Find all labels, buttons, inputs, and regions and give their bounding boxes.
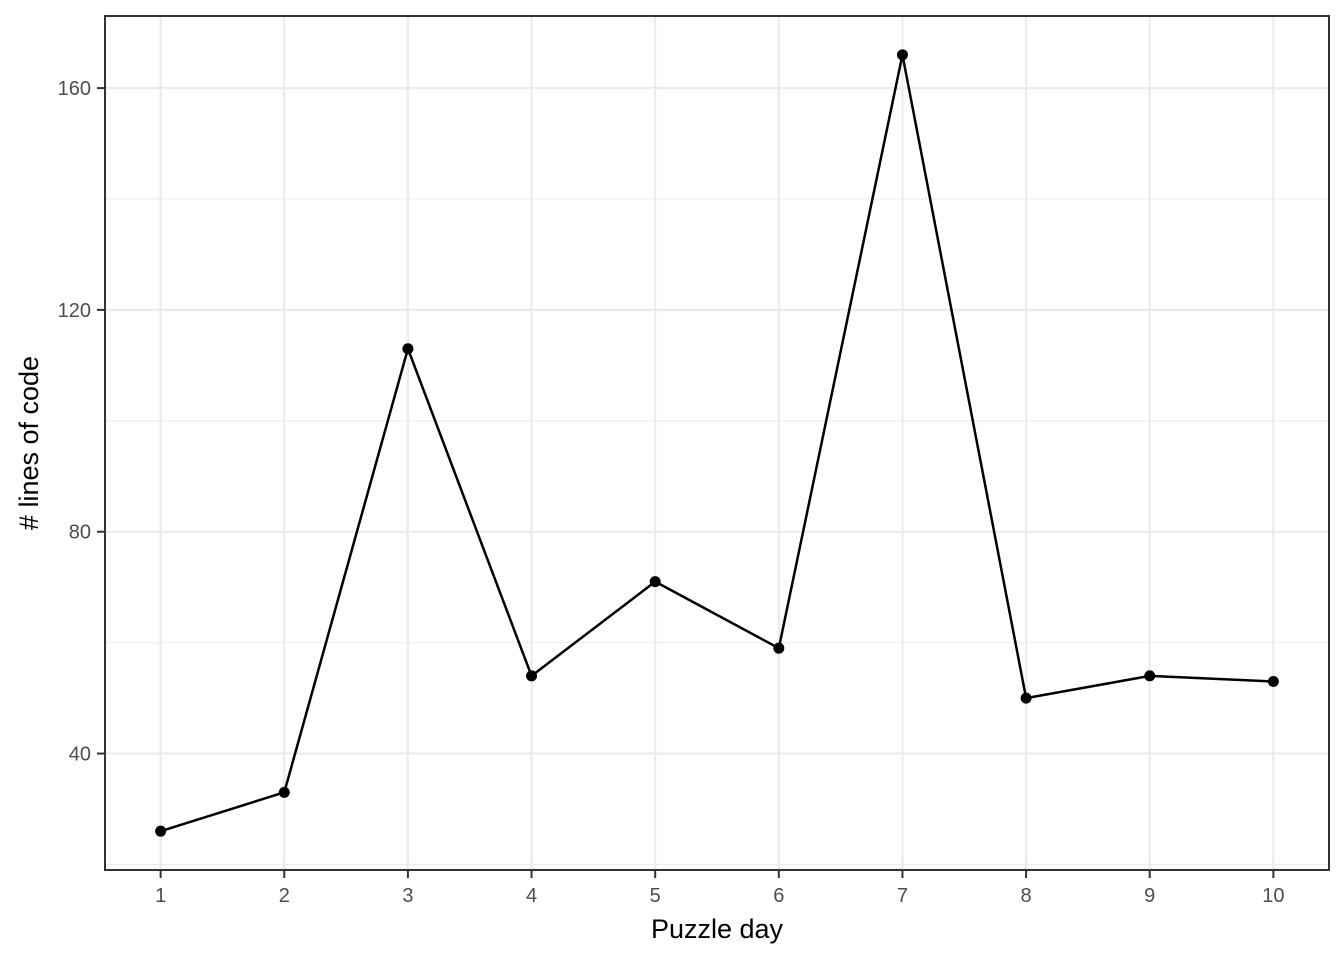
y-tick-label-160: 160 [58,78,91,100]
data-point-day-7 [896,49,908,61]
x-axis-ticks: 1 2 3 4 5 6 7 8 9 10 [155,870,1284,907]
minor-gridlines [105,198,1329,866]
x-tick-label-10: 10 [1262,885,1284,907]
x-tick-label-8: 8 [1021,885,1032,907]
y-axis-ticks: 40 80 120 160 [58,78,105,766]
y-tick-label-120: 120 [58,300,91,322]
series-layer [155,49,1279,837]
data-point-day-8 [1020,692,1032,704]
x-tick-label-1: 1 [155,885,166,907]
x-tick-label-3: 3 [402,885,413,907]
series-line [160,53,1274,833]
y-tick-label-40: 40 [69,744,91,766]
x-axis-title: Puzzle day [651,914,784,944]
data-point-day-4 [526,670,538,682]
x-tick-label-5: 5 [650,885,661,907]
y-tick-label-80: 80 [69,522,91,544]
panel-border [104,15,1330,871]
y-axis-title: # lines of code [14,356,44,530]
x-tick-label-7: 7 [897,885,908,907]
x-tick-label-6: 6 [773,885,784,907]
data-point-day-1 [155,825,167,837]
major-gridlines [105,16,1329,870]
data-point-day-9 [1144,670,1156,682]
data-point-day-5 [649,576,661,588]
x-tick-label-9: 9 [1144,885,1155,907]
data-point-day-10 [1267,675,1279,687]
data-point-day-3 [402,343,414,355]
x-tick-label-4: 4 [526,885,537,907]
data-point-day-2 [278,786,290,798]
x-tick-label-2: 2 [279,885,290,907]
series-points [155,49,1279,837]
data-point-day-6 [773,642,785,654]
